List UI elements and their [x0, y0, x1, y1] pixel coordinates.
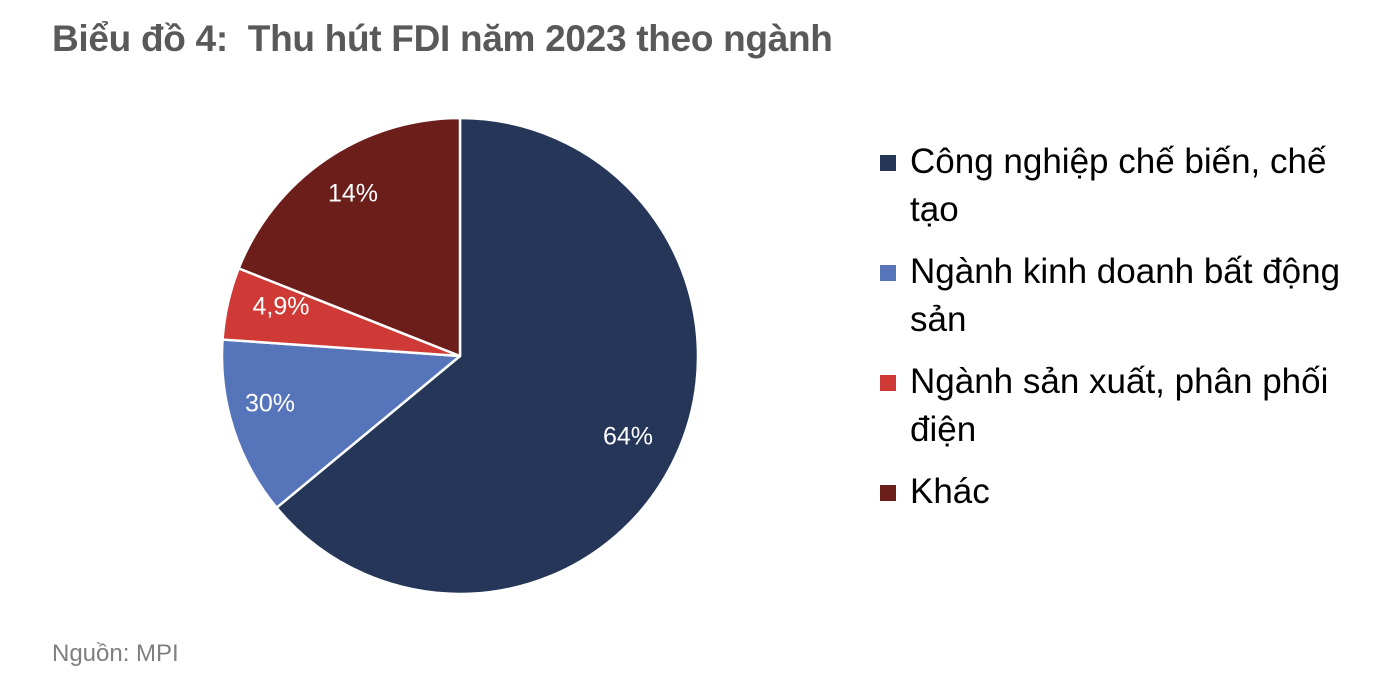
legend: Công nghiệp chế biến, chế tạo Ngành kinh … [880, 138, 1380, 530]
legend-label: Khác [910, 472, 990, 511]
pie-slice [237, 116, 462, 358]
legend-label: Ngành kinh doanh bất động sản [910, 252, 1341, 339]
slice-data-label: 64% [603, 423, 653, 451]
source-note: Nguồn: MPI [52, 640, 179, 667]
legend-swatch [880, 265, 896, 281]
pie-labels: 64% 30% 4,9% 14% [245, 180, 653, 451]
legend-item: Khác [880, 468, 1380, 516]
legend-item: Ngành sản xuất, phân phối điện [880, 358, 1380, 454]
legend-label: Công nghiệp chế biến, chế tạo [910, 142, 1327, 229]
legend-swatch [880, 375, 896, 391]
pie-chart: 64% 30% 4,9% 14% [220, 116, 700, 596]
legend-item: Công nghiệp chế biến, chế tạo [880, 138, 1380, 234]
slice-data-label: 30% [245, 390, 295, 418]
pie-slice [275, 116, 700, 596]
chart-title: Biểu đồ 4: Thu hút FDI năm 2023 theo ngà… [52, 18, 833, 59]
pie-slices [220, 116, 700, 596]
pie-slice [220, 338, 462, 509]
legend-swatch [880, 155, 896, 171]
slice-data-label: 14% [328, 180, 378, 208]
legend-label: Ngành sản xuất, phân phối điện [910, 362, 1329, 449]
slice-data-label: 4,9% [253, 293, 310, 321]
legend-item: Ngành kinh doanh bất động sản [880, 248, 1380, 344]
legend-swatch [880, 485, 896, 501]
